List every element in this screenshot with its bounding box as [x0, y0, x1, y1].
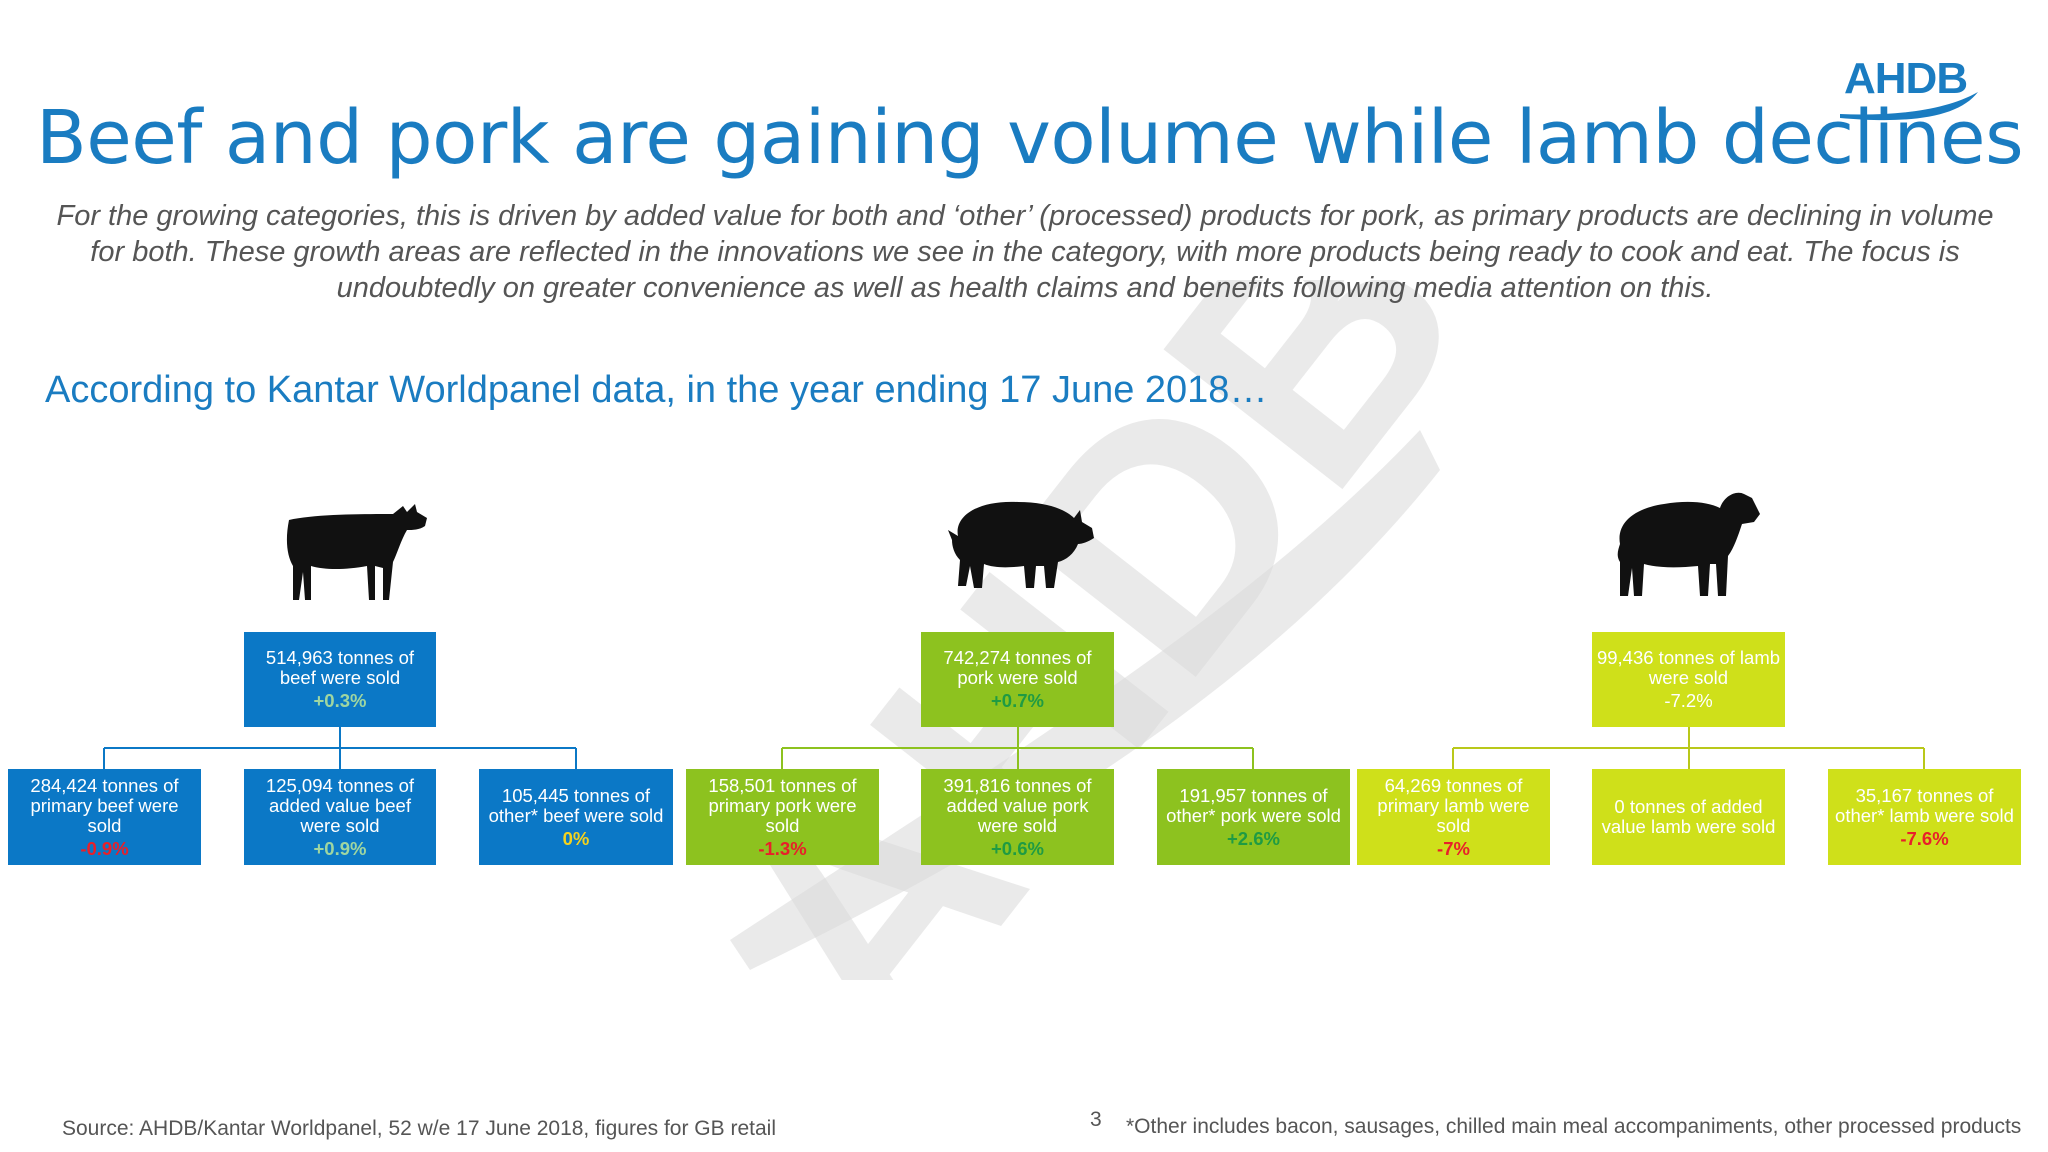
sheep-icon [1617, 492, 1760, 596]
subheading: According to Kantar Worldpanel data, in … [45, 369, 1268, 411]
logo-swoosh-icon [1840, 92, 1978, 121]
page-number: 3 [1090, 1108, 1102, 1131]
pork-other-label: 191,957 tonnes of other* pork were sold [1166, 784, 1341, 826]
lamb-added-value-box: 0 tonnes of added value lamb were sold [1592, 769, 1785, 865]
pork-primary-change: -1.3% [758, 837, 807, 859]
logo-text: AHDB [1844, 54, 1968, 103]
beef-other-box: 105,445 tonnes of other* beef were sold … [479, 769, 673, 865]
pork-added-value-change: +0.6% [991, 837, 1044, 859]
cow-icon [286, 504, 427, 600]
pork-primary-box: 158,501 tonnes of primary pork were sold… [686, 769, 879, 865]
beef-total-label: 514,963 tonnes of beef were sold [265, 647, 415, 688]
pork-total-label: 742,274 tonnes of pork were sold [943, 647, 1092, 688]
lamb-primary-label: 64,269 tonnes of primary lamb were sold [1377, 774, 1530, 836]
pork-other-box: 191,957 tonnes of other* pork were sold … [1157, 769, 1350, 865]
beef-added-value-box: 125,094 tonnes of added value beef were … [244, 769, 436, 865]
beef-added-value-change: +0.9% [313, 837, 367, 859]
beef-added-value-label: 125,094 tonnes of added value beef were … [265, 774, 415, 836]
pork-other-change: +2.6% [1227, 827, 1280, 849]
footnote: *Other includes bacon, sausages, chilled… [1126, 1115, 2022, 1138]
pork-total-box: 742,274 tonnes of pork were sold +0.7% [921, 632, 1114, 727]
beef-total-box: 514,963 tonnes of beef were sold +0.3% [244, 632, 436, 727]
beef-other-label: 105,445 tonnes of other* beef were sold [488, 784, 664, 826]
pig-icon [948, 501, 1094, 588]
lamb-other-label: 35,167 tonnes of other* lamb were sold [1835, 784, 2014, 826]
source-note: Source: AHDB/Kantar Worldpanel, 52 w/e 1… [62, 1117, 776, 1140]
lamb-total-change: -7.2% [1664, 690, 1713, 711]
lamb-total-box: 99,436 tonnes of lamb were sold -7.2% [1592, 632, 1785, 727]
pork-total-change: +0.7% [991, 690, 1044, 711]
page-title: Beef and pork are gaining volume while l… [36, 95, 2024, 181]
ahdb-logo: AHDB [1838, 54, 1983, 121]
beef-other-change: 0% [562, 827, 590, 849]
pork-connectors [781, 727, 1254, 769]
intro-paragraph: For the growing categories, this is driv… [56, 200, 1994, 304]
lamb-added-value-label: 0 tonnes of added value lamb were sold [1601, 796, 1776, 837]
beef-primary-change: -0.9% [80, 837, 129, 859]
lamb-connectors [1452, 727, 1925, 769]
lamb-other-change: -7.6% [1900, 827, 1949, 849]
pork-added-value-box: 391,816 tonnes of added value pork were … [921, 769, 1114, 865]
pork-added-value-label: 391,816 tonnes of added value pork were … [943, 774, 1092, 836]
beef-total-change: +0.3% [313, 690, 367, 711]
lamb-other-box: 35,167 tonnes of other* lamb were sold -… [1828, 769, 2021, 865]
lamb-total-label: 99,436 tonnes of lamb were sold [1596, 647, 1781, 688]
lamb-primary-box: 64,269 tonnes of primary lamb were sold … [1357, 769, 1550, 865]
lamb-primary-change: -7% [1437, 837, 1470, 859]
beef-primary-label: 284,424 tonnes of primary beef were sold [30, 774, 179, 836]
beef-primary-box: 284,424 tonnes of primary beef were sold… [8, 769, 201, 865]
beef-connectors [103, 727, 577, 769]
pork-primary-label: 158,501 tonnes of primary pork were sold [708, 774, 857, 836]
